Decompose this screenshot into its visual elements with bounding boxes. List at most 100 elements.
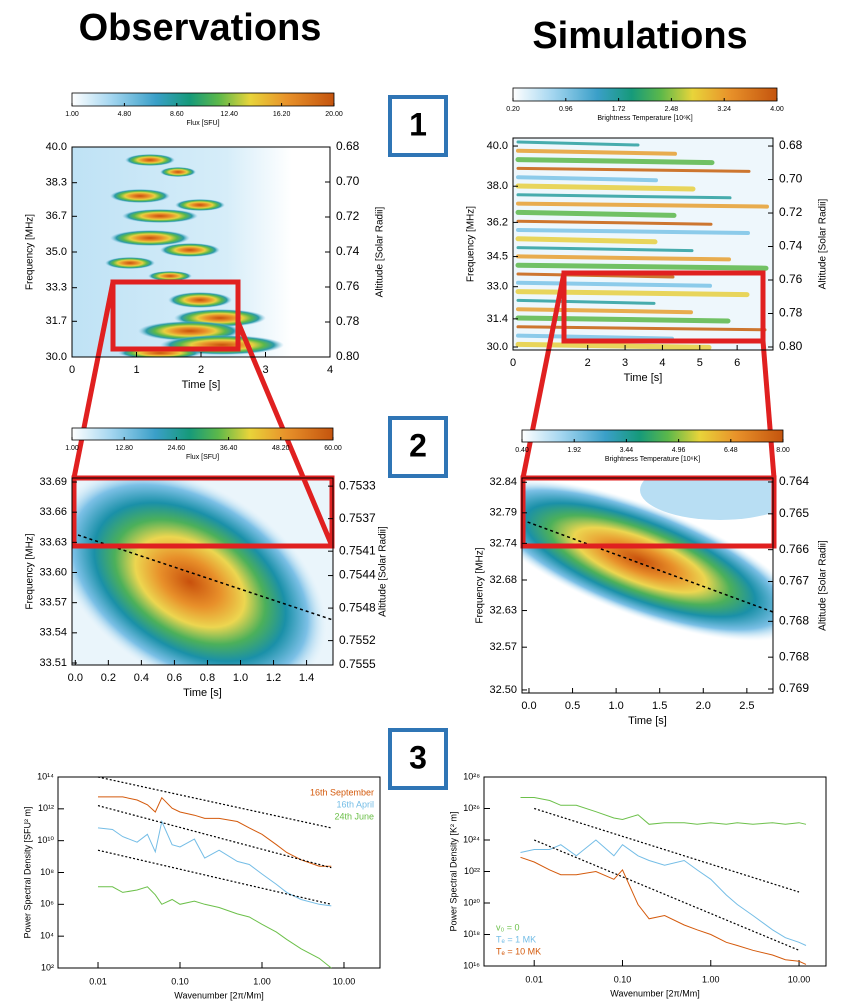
step-box — [388, 95, 448, 790]
x-tick-label: 5 — [697, 357, 703, 369]
zoom-outline — [71, 270, 777, 549]
colorbar-label: Flux [SFU] — [186, 120, 219, 127]
colorbar-tick-label: 20.00 — [325, 111, 343, 118]
x-tick-label: 2.5 — [739, 700, 754, 712]
y-tick-label: 32.50 — [489, 684, 517, 696]
x-tick-label: 0 — [69, 364, 75, 376]
legend-entry: 16th April — [336, 799, 374, 809]
streak — [515, 183, 696, 192]
y-tick-label: 33.66 — [39, 506, 67, 518]
y-tick-label: 38.3 — [46, 177, 67, 189]
y2-axis-label: Altitude [Solar Radii] — [375, 206, 386, 297]
y-tick-label: 33.0 — [487, 281, 508, 293]
y2-tick-label: 0.767 — [779, 574, 809, 588]
step-label: 1 — [409, 106, 427, 142]
y-tick-label: 33.57 — [39, 597, 67, 609]
colorbar-tick-label: 8.60 — [170, 111, 184, 118]
fit-line — [97, 776, 332, 829]
y2-tick-label: 0.7537 — [339, 511, 376, 525]
y-tick-label: 10²⁶ — [463, 803, 480, 813]
colorbar — [521, 429, 784, 443]
y2-tick-label: 0.764 — [779, 474, 809, 488]
x-tick-label: 1.0 — [608, 700, 623, 712]
colorbar-label: Brightness Temperature [10⁶K] — [605, 456, 700, 463]
x-tick-label: 0.10 — [614, 974, 632, 984]
colorbar-tick-label: 36.40 — [220, 445, 238, 452]
colorbar-tick-label: 1.72 — [612, 106, 626, 113]
y2-tick-label: 0.7533 — [339, 478, 376, 492]
x-tick-label: 0 — [510, 357, 516, 369]
y-tick-label: 32.74 — [489, 537, 517, 549]
legend-entry: Tₑ = 10 MK — [496, 946, 541, 956]
x-tick-label: 2 — [198, 364, 204, 376]
y-tick-label: 33.54 — [39, 627, 67, 639]
y-tick-label: 32.57 — [489, 641, 517, 653]
colorbar-tick-label: 16.20 — [273, 111, 291, 118]
legend-entry: 16th September — [310, 787, 374, 797]
streak — [516, 166, 751, 173]
legend-entry: 24th June — [334, 811, 374, 821]
x-tick-label: 0.5 — [565, 700, 580, 712]
streak — [515, 209, 677, 218]
streak — [516, 280, 712, 288]
x-axis-label: Time [s] — [628, 715, 667, 727]
y2-axis-label: Altitude [Solar Radii] — [818, 540, 829, 631]
y-tick-label: 10¹⁶ — [463, 960, 480, 970]
colorbar-tick-label: 24.60 — [168, 445, 186, 452]
y-tick-label: 10¹⁰ — [37, 835, 54, 845]
y-axis-label: Frequency [MHz] — [466, 206, 477, 282]
y-axis-label: Power Spectral Density [SFU² m] — [22, 806, 32, 938]
y-axis-label: Power Spectral Density [K² m] — [448, 811, 458, 931]
colorbar — [512, 87, 778, 102]
y2-tick-label: 0.74 — [336, 244, 360, 258]
y-tick-label: 31.4 — [487, 313, 508, 325]
step-label: 2 — [409, 427, 427, 463]
y2-tick-label: 0.72 — [779, 205, 803, 219]
x-tick-label: 2 — [585, 357, 591, 369]
y-tick-label: 10⁴ — [40, 931, 54, 941]
x-tick-label: 10.00 — [333, 976, 356, 986]
colorbar-tick-label: 4.00 — [770, 106, 784, 113]
y-tick-label: 32.63 — [489, 604, 517, 616]
y2-tick-label: 0.7555 — [339, 657, 376, 671]
x-tick-label: 0.2 — [101, 672, 116, 684]
colorbar-tick-label: 1.00 — [65, 111, 79, 118]
y-tick-label: 40.0 — [46, 141, 67, 153]
x-tick-label: 0.8 — [200, 672, 215, 684]
x-tick-label: 0.01 — [525, 974, 543, 984]
streak — [516, 307, 693, 315]
streak — [515, 157, 715, 166]
y-tick-label: 32.84 — [489, 476, 517, 488]
x-tick-label: 2.0 — [696, 700, 711, 712]
y-tick-label: 10¹⁸ — [463, 929, 480, 939]
y2-tick-label: 0.7552 — [339, 633, 376, 647]
streak — [516, 175, 658, 183]
step-label: 3 — [409, 739, 427, 775]
x-tick-label: 3 — [622, 357, 628, 369]
y-tick-label: 10⁶ — [40, 899, 54, 909]
x-tick-label: 0.01 — [89, 976, 107, 986]
y-tick-label: 35.0 — [46, 246, 67, 258]
x-tick-label: 6 — [734, 357, 740, 369]
y2-tick-label: 0.768 — [779, 649, 809, 663]
y-tick-label: 30.0 — [487, 341, 508, 353]
y-tick-label: 33.63 — [39, 536, 67, 548]
x-tick-label: 4 — [327, 364, 333, 376]
streak — [515, 341, 712, 350]
y-tick-label: 32.79 — [489, 507, 517, 519]
y-axis-label: Frequency [MHz] — [25, 533, 36, 609]
x-tick-label: 4 — [659, 357, 665, 369]
streak — [515, 289, 750, 298]
y-tick-label: 33.69 — [39, 476, 67, 488]
streak — [516, 201, 769, 209]
y2-tick-label: 0.70 — [336, 174, 360, 188]
x-axis-label: Time [s] — [182, 379, 221, 391]
x-tick-label: 1.4 — [299, 672, 314, 684]
y-tick-label: 40.0 — [487, 140, 508, 152]
y-tick-label: 36.7 — [46, 210, 67, 222]
heatmap-image — [72, 478, 333, 665]
y2-tick-label: 0.7548 — [339, 600, 376, 614]
y2-tick-label: 0.7544 — [339, 568, 376, 582]
streak — [516, 298, 656, 305]
